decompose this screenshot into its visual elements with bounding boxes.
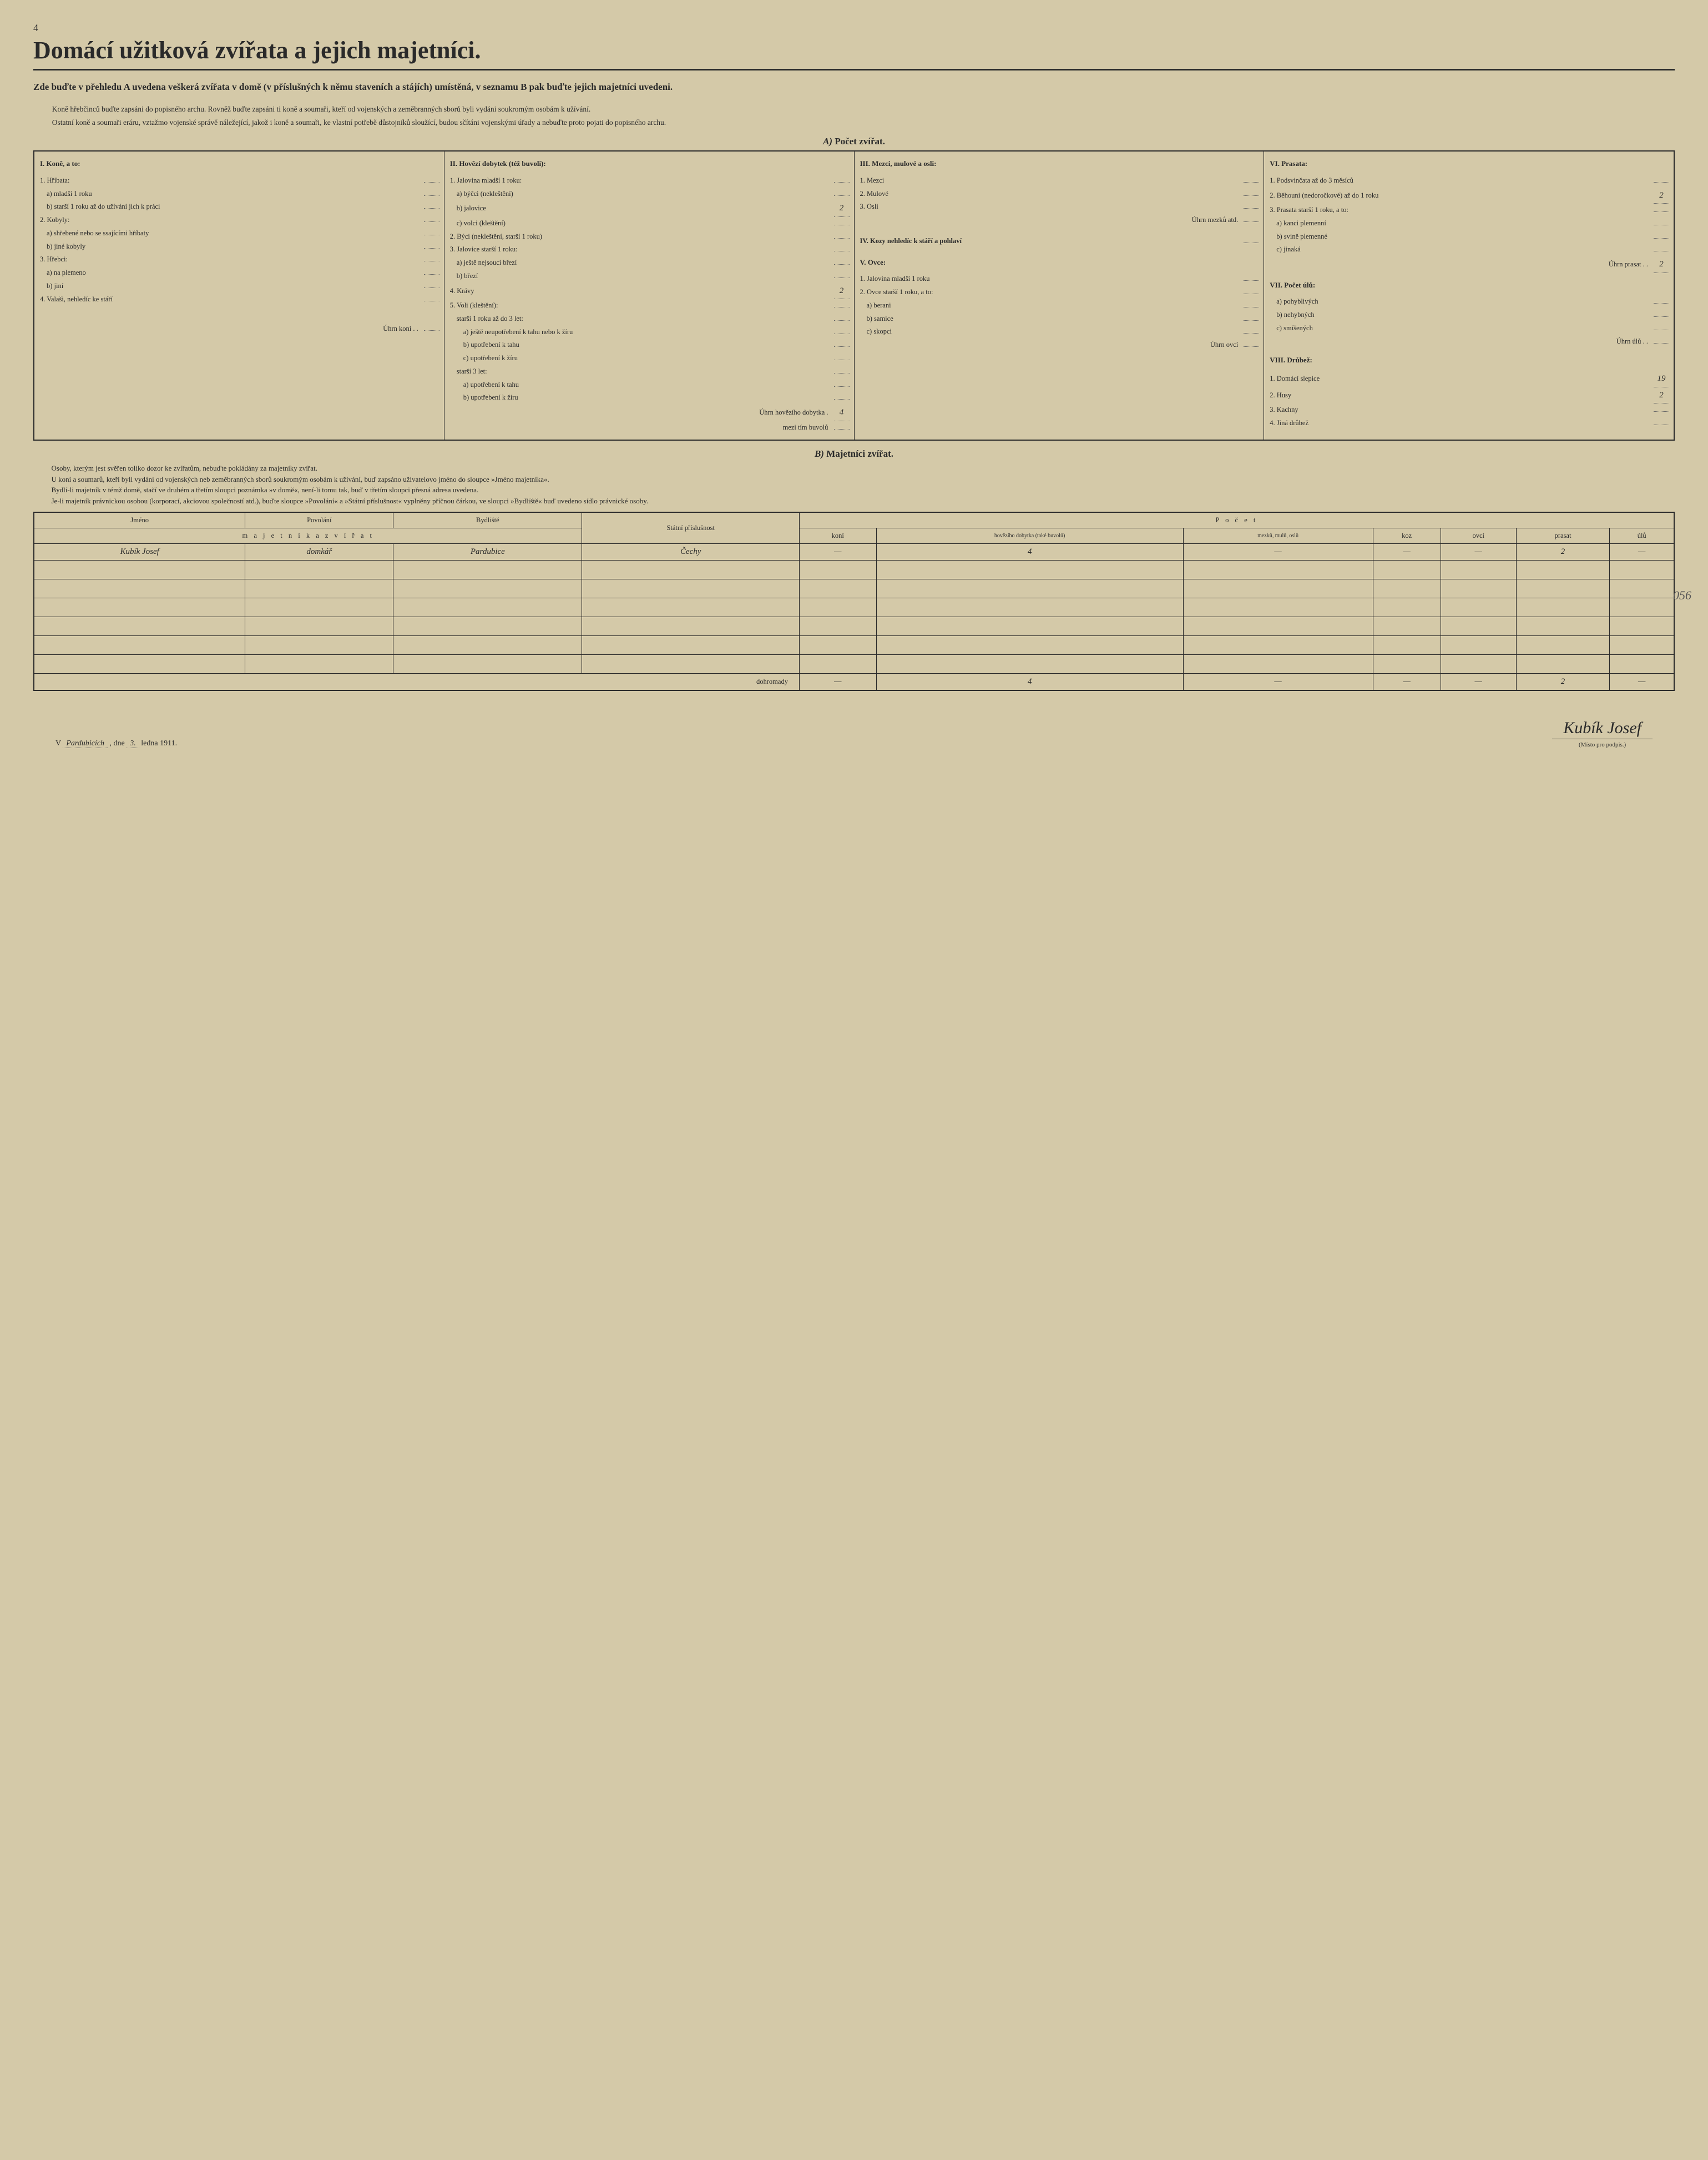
list-item: b) březí <box>450 270 850 283</box>
col-I-kone: I. Koně, a to: 1. Hříbata:a) mladší 1 ro… <box>34 152 444 440</box>
th-hovezi: hovězího dobytka (také buvolů) <box>876 528 1183 544</box>
place-date: V Pardubicích , dne 3. ledna 1911. <box>55 739 177 748</box>
list-item: 3. Hřebci: <box>40 253 439 266</box>
list-item: 4. Valaši, nehledíc ke stáří <box>40 293 439 306</box>
list-item: b) jalovice2 <box>450 200 850 217</box>
list-item: a) mladší 1 roku <box>40 188 439 201</box>
table-row <box>34 579 1674 598</box>
table-sum-row: dohromady — 4 — — — 2 — <box>34 674 1674 691</box>
th-pocet: P o č e t <box>799 512 1674 528</box>
th-jmeno: Jméno <box>34 512 245 528</box>
list-item: 1. Jalovina mladší 1 roku: <box>450 174 850 188</box>
table-b: Jméno Povolání Bydliště Státní příslušno… <box>33 512 1675 691</box>
list-item: b) upotřebení k žíru <box>450 391 850 405</box>
th-mezku: mezků, mulů, oslů <box>1183 528 1373 544</box>
list-item: a) ještě neupotřebení k tahu nebo k žíru <box>450 326 850 339</box>
th-koni: koní <box>799 528 876 544</box>
th-povolani: Povolání <box>245 512 393 528</box>
table-row <box>34 561 1674 579</box>
list-item: 3. Jalovice starší 1 roku: <box>450 243 850 256</box>
section-b-intro: Osoby, kterým jest svěřen toliko dozor k… <box>33 463 1675 506</box>
list-item: a) berani <box>860 299 1260 312</box>
list-item: b) samice <box>860 312 1260 326</box>
list-item: 3. Prasata starší 1 roku, a to: <box>1270 204 1669 217</box>
signature-block: Kubík Josef (Místo pro podpis.) <box>1552 719 1653 748</box>
table-row <box>34 598 1674 617</box>
list-item: starší 1 roku až do 3 let: <box>450 312 850 326</box>
section-a-heading: A) Počet zvířat. <box>33 136 1675 147</box>
list-item: b) jiní <box>40 280 439 293</box>
list-item: 3. Kachny <box>1270 403 1669 417</box>
th-bydliste: Bydliště <box>393 512 582 528</box>
th-ulu: úlů <box>1610 528 1674 544</box>
list-item: 1. Domácí slepice19 <box>1270 371 1669 387</box>
list-item: a) upotřebení k tahu <box>450 378 850 392</box>
list-item: 2. Běhouni (nedoročkové) až do 1 roku2 <box>1270 188 1669 204</box>
list-item: 2. Kobyly: <box>40 214 439 227</box>
footer: V Pardubicích , dne 3. ledna 1911. Kubík… <box>33 719 1675 748</box>
subtitle: Zde buďte v přehledu A uvedena veškerá z… <box>33 80 1675 94</box>
list-item: 2. Mulové <box>860 188 1260 201</box>
margin-note: 056 <box>1673 588 1691 603</box>
list-item: c) smíšených <box>1270 322 1669 335</box>
list-item: 3. Osli <box>860 200 1260 214</box>
th-prasat: prasat <box>1516 528 1610 544</box>
list-item: c) volci (kleštění) <box>450 217 850 230</box>
list-item: 1. Mezci <box>860 174 1260 188</box>
table-row <box>34 617 1674 636</box>
list-item: c) upotřebení k žíru <box>450 352 850 365</box>
list-item: c) jinaká <box>1270 243 1669 256</box>
table-row: Kubík Josef domkář Pardubice Čechy — 4 —… <box>34 544 1674 561</box>
main-title: Domácí užitková zvířata a jejich majetní… <box>33 36 1675 70</box>
signature: Kubík Josef <box>1552 719 1653 739</box>
table-row <box>34 636 1674 655</box>
list-item: 2. Býci (nekleštění, starší 1 roku) <box>450 230 850 244</box>
col-II-hovezi: II. Hovězí dobytek (též buvoli): 1. Jalo… <box>444 152 855 440</box>
list-item: 4. Jiná drůbež <box>1270 417 1669 430</box>
list-item: b) starší 1 roku až do užívání jich k pr… <box>40 200 439 214</box>
list-item: a) býčci (nekleštění) <box>450 188 850 201</box>
th-statni: Státní příslušnost <box>582 512 800 544</box>
page: 4 Domácí užitková zvířata a jejich majet… <box>33 22 1675 748</box>
list-item: b) upotřebení k tahu <box>450 339 850 352</box>
th-majetnik: m a j e t n í k a z v í ř a t <box>34 528 582 544</box>
col-III-IV-V: III. Mezci, mulové a osli: 1. Mezci2. Mu… <box>855 152 1265 440</box>
list-item: 2. Ovce starší 1 roku, a to: <box>860 286 1260 299</box>
col-VI-VII-VIII: VI. Prasata: 1. Podsvinčata až do 3 měsí… <box>1264 152 1674 440</box>
list-item: a) shřebené nebo se ssajícími hříbaty <box>40 227 439 240</box>
list-item: 1. Jalovina mladší 1 roku <box>860 272 1260 286</box>
list-item: b) svině plemenné <box>1270 230 1669 244</box>
th-koz: koz <box>1373 528 1441 544</box>
intro-p1: Koně hřebčinců buďte zapsáni do popisnéh… <box>33 104 1675 115</box>
table-row <box>34 655 1674 674</box>
list-item: a) na plemeno <box>40 266 439 280</box>
list-item: 1. Hříbata: <box>40 174 439 188</box>
list-item: 5. Voli (kleštění): <box>450 299 850 312</box>
list-item: a) kanci plemenní <box>1270 217 1669 230</box>
section-b-heading: B) Majetníci zvířat. <box>33 448 1675 460</box>
list-item: a) pohyblivých <box>1270 295 1669 309</box>
list-item: b) nehybných <box>1270 309 1669 322</box>
list-item: a) ještě nejsoucí březí <box>450 256 850 270</box>
page-number: 4 <box>33 22 1675 34</box>
intro-p2: Ostatní koně a soumaři eráru, vztažmo vo… <box>33 117 1675 128</box>
th-ovci: ovcí <box>1441 528 1516 544</box>
list-item: b) jiné kobyly <box>40 240 439 254</box>
list-item: c) skopci <box>860 325 1260 339</box>
table-a: I. Koně, a to: 1. Hříbata:a) mladší 1 ro… <box>33 150 1675 441</box>
list-item: 2. Husy2 <box>1270 387 1669 404</box>
list-item: 4. Krávy2 <box>450 283 850 300</box>
list-item: starší 3 let: <box>450 365 850 378</box>
list-item: 1. Podsvinčata až do 3 měsíců <box>1270 174 1669 188</box>
